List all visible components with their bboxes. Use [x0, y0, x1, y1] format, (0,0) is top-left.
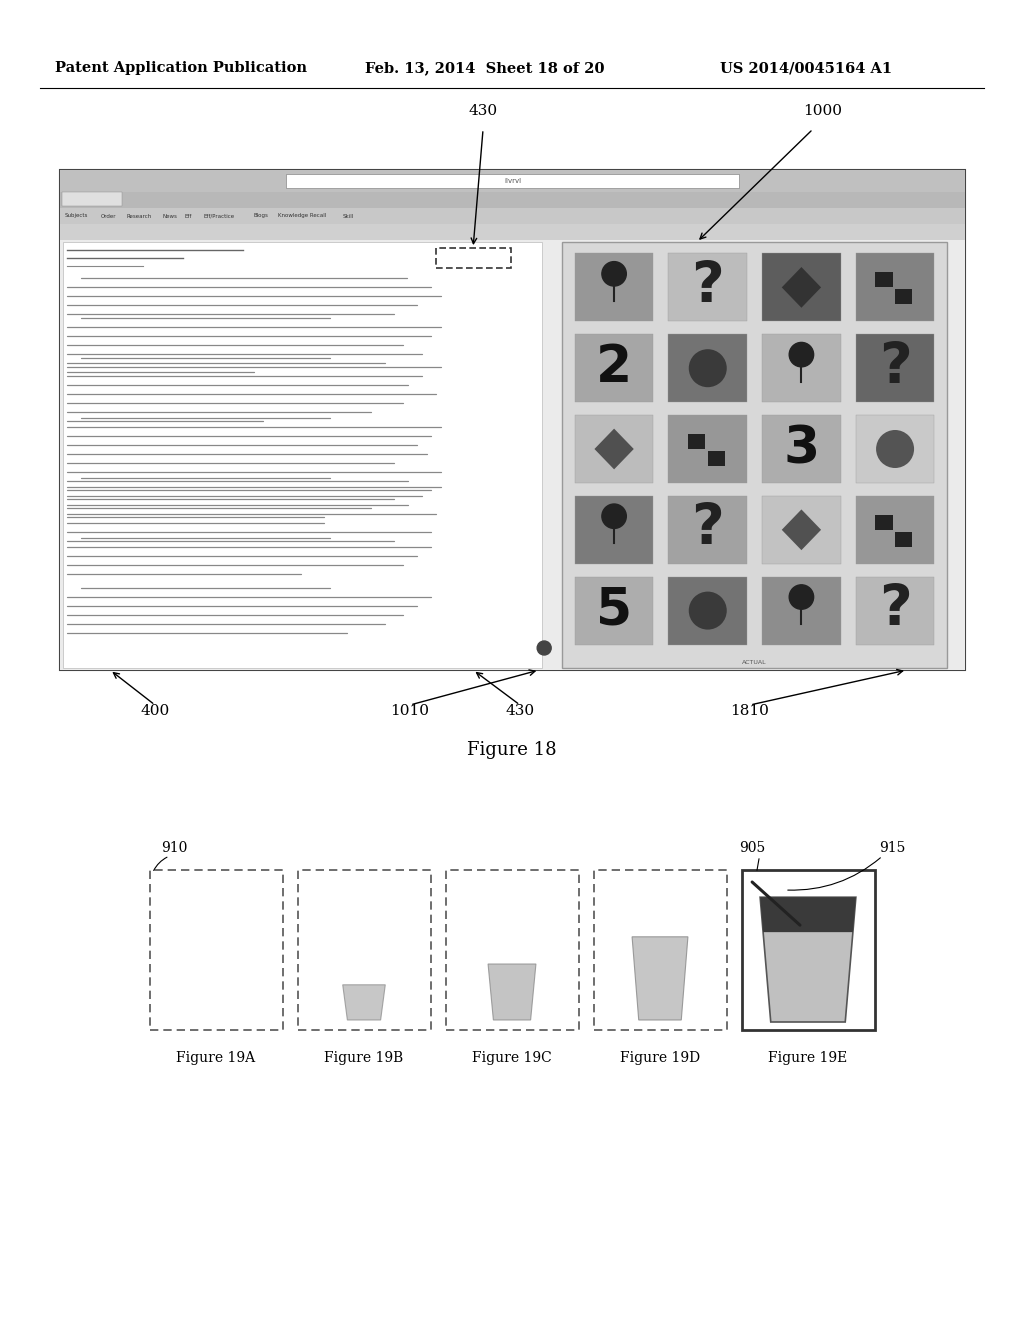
Text: Figure 19B: Figure 19B [325, 1051, 403, 1065]
Bar [574, 253, 653, 321]
Bar [150, 870, 283, 1030]
Text: ?: ? [691, 260, 724, 315]
Bar [856, 577, 935, 644]
Bar [669, 334, 748, 403]
Bar [60, 170, 965, 671]
Circle shape [538, 642, 551, 655]
Bar [574, 414, 653, 483]
Text: ACTUAL: ACTUAL [742, 660, 767, 664]
Polygon shape [343, 985, 385, 1020]
Text: Figure 18: Figure 18 [467, 741, 557, 759]
Circle shape [602, 261, 627, 286]
Bar [62, 191, 122, 206]
Bar [60, 240, 965, 671]
Text: 5: 5 [596, 586, 632, 636]
Text: ?: ? [691, 503, 724, 557]
Bar [574, 496, 653, 564]
Bar [688, 434, 706, 449]
Text: News: News [163, 214, 177, 219]
Text: Figure 19C: Figure 19C [472, 1051, 552, 1065]
Bar [762, 253, 841, 321]
Bar [762, 577, 841, 644]
Text: Eff/Practice: Eff/Practice [203, 214, 234, 219]
Text: US 2014/0045164 A1: US 2014/0045164 A1 [720, 61, 892, 75]
Bar [876, 272, 893, 288]
Bar [435, 248, 511, 268]
Text: ilvrvl: ilvrvl [504, 178, 521, 183]
Text: ?: ? [879, 583, 911, 638]
Bar [856, 414, 935, 483]
Text: 1810: 1810 [730, 704, 769, 718]
Polygon shape [488, 964, 536, 1020]
Bar [298, 870, 430, 1030]
Bar [762, 334, 841, 403]
Polygon shape [781, 267, 821, 308]
Bar [574, 334, 653, 403]
Bar [562, 242, 947, 668]
Text: Order: Order [101, 214, 117, 219]
Text: Figure 19D: Figure 19D [620, 1051, 700, 1065]
Bar [669, 496, 748, 564]
Bar [669, 577, 748, 644]
Bar [60, 209, 965, 224]
Text: Subjects: Subjects [65, 214, 88, 219]
Circle shape [877, 430, 914, 469]
Text: 430: 430 [469, 104, 498, 117]
Bar [594, 870, 726, 1030]
Bar [60, 191, 965, 209]
Bar [876, 515, 893, 529]
Text: Eff: Eff [184, 214, 191, 219]
Bar [856, 496, 935, 564]
Circle shape [689, 591, 727, 630]
Circle shape [790, 585, 814, 610]
Polygon shape [632, 937, 688, 1020]
Polygon shape [781, 510, 821, 550]
Text: Figure 19A: Figure 19A [176, 1051, 256, 1065]
Bar [895, 289, 912, 305]
Text: Feb. 13, 2014  Sheet 18 of 20: Feb. 13, 2014 Sheet 18 of 20 [365, 61, 604, 75]
Text: 2: 2 [596, 343, 632, 393]
Bar [708, 451, 725, 466]
Bar [762, 414, 841, 483]
Circle shape [689, 350, 727, 387]
Text: 910: 910 [162, 841, 187, 855]
Text: Patent Application Publication: Patent Application Publication [55, 61, 307, 75]
Bar [895, 532, 912, 546]
Bar [63, 242, 542, 668]
Text: 3: 3 [783, 424, 819, 474]
Circle shape [602, 504, 627, 528]
Text: Knowledge Recall: Knowledge Recall [279, 214, 327, 219]
Text: 400: 400 [140, 704, 170, 718]
Text: ?: ? [879, 341, 911, 396]
Bar [856, 253, 935, 321]
Text: 430: 430 [506, 704, 535, 718]
Polygon shape [595, 429, 634, 470]
Text: 1010: 1010 [390, 704, 429, 718]
Bar [669, 253, 748, 321]
Text: Blogs: Blogs [253, 214, 268, 219]
Circle shape [790, 342, 814, 367]
Bar [741, 870, 874, 1030]
Bar [574, 577, 653, 644]
Text: Skill: Skill [342, 214, 353, 219]
Bar [445, 870, 579, 1030]
Polygon shape [760, 898, 856, 1022]
Bar [856, 334, 935, 403]
Bar [762, 496, 841, 564]
Text: 905: 905 [739, 841, 766, 855]
Bar [60, 224, 965, 240]
Bar [669, 414, 748, 483]
Bar [287, 174, 738, 187]
Text: 915: 915 [880, 841, 906, 855]
Text: 1000: 1000 [804, 104, 843, 117]
Polygon shape [760, 898, 856, 932]
Text: Research: Research [127, 214, 152, 219]
Text: Figure 19E: Figure 19E [768, 1051, 848, 1065]
Bar [60, 170, 965, 191]
